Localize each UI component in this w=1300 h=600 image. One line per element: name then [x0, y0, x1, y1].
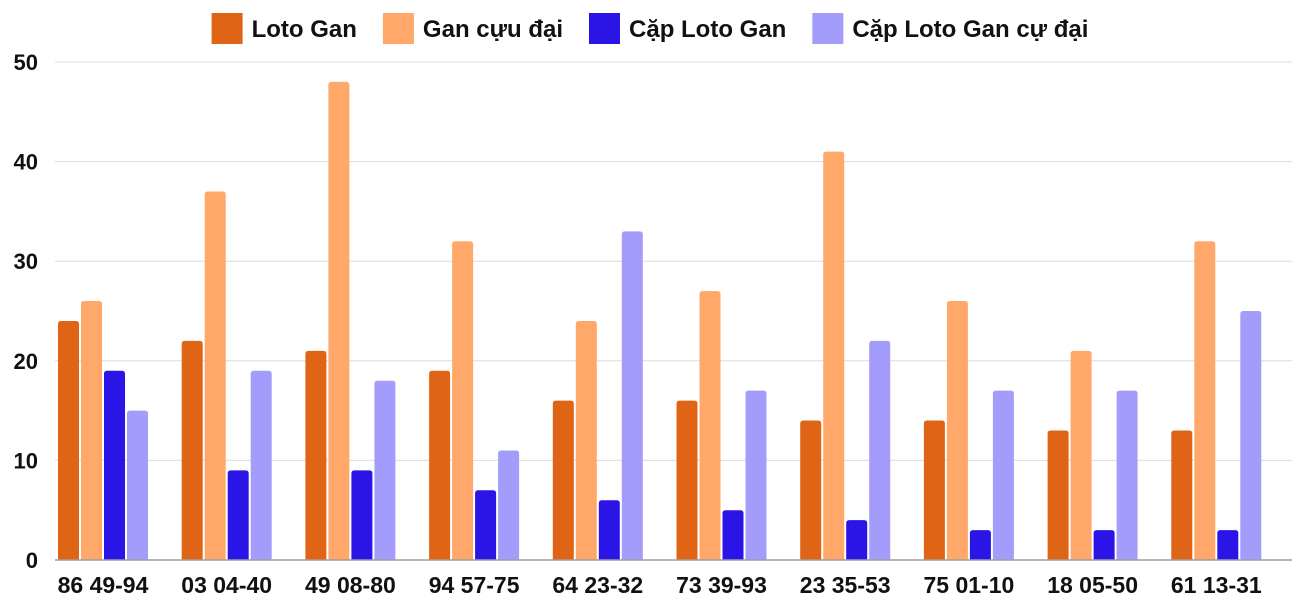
- bar-loto-gan-7: [800, 420, 822, 560]
- bar-c-p-loto-gan-c-i-8: [992, 390, 1014, 560]
- bar-loto-gan-2: [181, 340, 203, 560]
- bar-gan-c-u-i-10: [1194, 241, 1216, 560]
- bar-c-p-loto-gan-6: [722, 510, 744, 560]
- legend-swatch: [211, 13, 243, 44]
- x-category-label: 03 04-40: [181, 572, 272, 598]
- x-axis-categories: 86 49-94 03 04-40 49 08-80 94 57-75 64 23-32…: [58, 572, 1262, 598]
- bar-loto-gan-4: [429, 370, 451, 560]
- bar-gan-c-u-i-1: [81, 301, 102, 560]
- x-category-label: 86 49-94: [58, 572, 149, 598]
- bar-gan-c-u-i-7: [823, 151, 845, 560]
- gridlines: [55, 61, 1292, 461]
- y-tick-label: 40: [14, 150, 38, 175]
- bar-c-p-loto-gan-c-i-2: [250, 370, 272, 560]
- bar-gan-c-u-i-5: [575, 320, 597, 560]
- bar-c-p-loto-gan-1: [104, 370, 125, 560]
- bar-c-p-loto-gan-7: [846, 520, 868, 560]
- x-category-label: 61 13-31: [1171, 572, 1262, 598]
- bar-gan-c-u-i-8: [946, 301, 968, 560]
- legend-label: Loto Gan: [252, 16, 357, 43]
- x-category-label: 94 57-75: [429, 572, 520, 598]
- legend-item: Cặp Loto Gan cự đại: [812, 13, 1088, 44]
- bar-c-p-loto-gan-9: [1093, 530, 1115, 560]
- y-tick-label: 10: [14, 448, 38, 473]
- bar-c-p-loto-gan-c-i-1: [127, 410, 148, 560]
- bar-c-p-loto-gan-2: [227, 470, 249, 560]
- y-tick-label: 50: [14, 50, 38, 75]
- bar-c-p-loto-gan-c-i-9: [1116, 390, 1138, 560]
- bar-gan-c-u-i-2: [204, 191, 226, 561]
- x-category-label: 23 35-53: [800, 572, 891, 598]
- bar-c-p-loto-gan-c-i-5: [621, 231, 643, 560]
- bar-loto-gan-6: [676, 400, 698, 560]
- y-tick-label: 30: [14, 249, 38, 274]
- bar-c-p-loto-gan-3: [351, 470, 373, 560]
- x-category-label: 73 39-93: [676, 572, 767, 598]
- bar-c-p-loto-gan-4: [475, 490, 497, 560]
- bar-loto-gan-3: [305, 350, 327, 560]
- bar-gan-c-u-i-6: [699, 291, 721, 560]
- legend-swatch: [589, 13, 621, 44]
- x-category-label: 75 01-10: [923, 572, 1014, 598]
- legend-label: Gan cựu đại: [423, 16, 563, 43]
- legend-item: Gan cựu đại: [382, 13, 563, 44]
- legend-label: Cặp Loto Gan cự đại: [852, 16, 1088, 43]
- bar-loto-gan-1: [58, 320, 79, 560]
- y-axis-ticks: 0 10 20 30 40 50: [14, 50, 38, 573]
- bar-loto-gan-5: [552, 400, 574, 560]
- bar-c-p-loto-gan-c-i-3: [374, 380, 396, 560]
- bar-loto-gan-9: [1047, 430, 1069, 560]
- bar-c-p-loto-gan-c-i-10: [1240, 311, 1262, 560]
- x-category-label: 18 05-50: [1047, 572, 1138, 598]
- bar-c-p-loto-gan-10: [1217, 530, 1239, 560]
- x-category-label: 49 08-80: [305, 572, 396, 598]
- bar-gan-c-u-i-3: [328, 81, 350, 561]
- bar-loto-gan-8: [923, 420, 945, 560]
- legend-item: Loto Gan: [211, 13, 357, 44]
- legend-swatch: [812, 13, 844, 44]
- y-tick-label: 0: [26, 548, 38, 573]
- bar-c-p-loto-gan-c-i-7: [869, 340, 891, 560]
- x-category-label: 64 23-32: [552, 572, 643, 598]
- legend: Loto Gan Gan cựu đại Cặp Loto Gan Cặp Loto …: [211, 13, 1088, 44]
- legend-label: Cặp Loto Gan: [629, 16, 786, 43]
- legend-swatch: [382, 13, 414, 44]
- y-tick-label: 20: [14, 349, 38, 374]
- bar-c-p-loto-gan-c-i-4: [498, 450, 520, 560]
- bar-c-p-loto-gan-5: [598, 500, 620, 560]
- bar-gan-c-u-i-4: [452, 241, 474, 560]
- bar-c-p-loto-gan-c-i-6: [745, 390, 767, 560]
- bar-loto-gan-10: [1171, 430, 1193, 560]
- legend-item: Cặp Loto Gan: [589, 13, 786, 44]
- bar-gan-c-u-i-9: [1070, 350, 1092, 560]
- bar-c-p-loto-gan-8: [969, 530, 991, 560]
- bars: [58, 81, 1262, 561]
